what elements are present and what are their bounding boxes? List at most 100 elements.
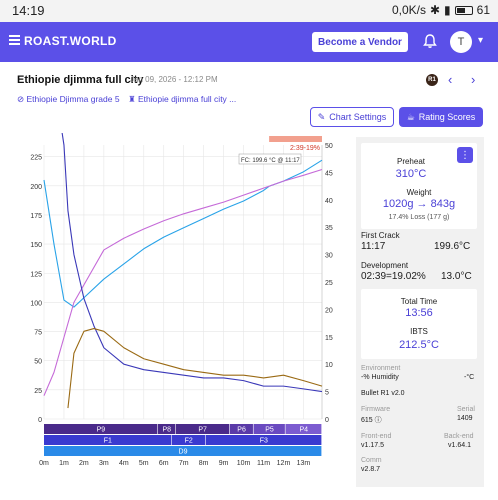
x-tick-label: 8m [199, 460, 209, 467]
y-left-tick-label: 50 [34, 359, 42, 366]
x-tick-label: 9m [219, 460, 229, 467]
roast-title: Ethiopie djimma full city [17, 74, 144, 86]
weight-out: 843g [430, 198, 456, 210]
backend-label: Back-end [444, 433, 474, 440]
phase-bar-segment [44, 435, 172, 445]
phase-bar-label: P4 [299, 427, 308, 434]
profile-link-label: Ethiopie djimma full city ... [138, 94, 237, 104]
weight-loss: 17.4% Loss (177 g) [388, 214, 450, 221]
firmware-number: 615 [361, 417, 373, 424]
x-tick-label: 10m [237, 460, 251, 467]
x-tick-label: 2m [79, 460, 89, 467]
total-time-label: Total Time [400, 297, 438, 306]
comm-label: Comm [361, 457, 382, 464]
y-left-tick-label: 225 [30, 155, 42, 162]
phase-bar-label: P8 [162, 427, 171, 434]
serial-label: Serial [457, 406, 475, 413]
y-left-tick-label: 200 [30, 184, 42, 191]
phase-bar-label: P6 [237, 427, 246, 434]
y-left-tick-label: 125 [30, 271, 42, 278]
total-time-value: 13:56 [405, 307, 433, 319]
preheat-label: Preheat [396, 157, 426, 166]
status-bar: 14:19 0,0K/s ✱ ▮ 61 [0, 0, 498, 22]
bluetooth-icon: ✱ [429, 3, 441, 17]
y-right-tick-label: 30 [325, 253, 333, 260]
phase-bar-segment [253, 424, 285, 434]
y-left-tick-label: 0 [38, 417, 42, 424]
battery-level: 61 [476, 3, 490, 17]
first-crack-temp: 199.6°C [434, 241, 471, 252]
brand-logo[interactable]: ROAST.WORLD [24, 34, 117, 48]
become-vendor-button[interactable]: Become a Vendor [312, 32, 408, 52]
rating-scores-button[interactable]: ☕ Rating Scores [399, 107, 483, 127]
previous-roast-button[interactable]: ‹ [448, 72, 453, 87]
backend-value: v1.64.1 [448, 442, 471, 449]
time-ibts-card: Total Time 13:56 IBTS 212.5°C [361, 289, 477, 359]
y-right-tick-label: 40 [325, 198, 333, 205]
serial-value: 1409 [457, 415, 473, 422]
settings-icon[interactable]: ⋮ [457, 147, 473, 163]
preheat-value: 310°C [395, 168, 427, 180]
phase-bar-label: P9 [97, 427, 106, 434]
phase-bar-segment [44, 424, 158, 434]
y-right-tick-label: 50 [325, 143, 333, 150]
menu-icon[interactable] [9, 35, 20, 45]
chart-settings-label: Chart Settings [329, 112, 387, 122]
development-label: Development [361, 261, 409, 270]
phase-bar-label: F1 [104, 438, 112, 445]
phase-bar-segment [229, 424, 253, 434]
first-crack-time: 11:17 [361, 241, 386, 252]
clock: 14:19 [12, 3, 45, 18]
bean-link[interactable]: ⊘ Ethiopie Djimma grade 5 [17, 94, 120, 105]
roaster-badge: R1 [426, 74, 438, 86]
development-annotation: 2:39-19% [290, 145, 320, 152]
roast-info-panel: ⋮ Preheat 310°C Weight 1020g → 843g 17.4… [356, 137, 484, 487]
first-crack-annotation: FC: 199.6 °C @ 11:17 [241, 158, 300, 164]
bell-icon[interactable] [422, 33, 438, 49]
firmware-value: 615 ⓘ [361, 415, 382, 425]
next-roast-button[interactable]: › [471, 72, 476, 87]
development-rise: 13.0°C [441, 271, 472, 282]
firmware-label: Firmware [361, 406, 391, 413]
x-tick-label: 7m [179, 460, 189, 467]
bean-icon: ⊘ [17, 94, 25, 104]
x-tick-label: 3m [99, 460, 109, 467]
info-icon[interactable]: ⓘ [374, 417, 382, 424]
phase-bar-segment [171, 435, 206, 445]
x-tick-label: 11m [257, 460, 270, 467]
y-right-tick-label: 45 [325, 170, 333, 177]
phase-bar-segment [157, 424, 176, 434]
phase-bar-label: F3 [260, 438, 268, 445]
battery-icon [454, 5, 473, 15]
preheat-weight-card: ⋮ Preheat 310°C Weight 1020g → 843g 17.4… [361, 143, 477, 229]
phase-bar-label: F2 [185, 438, 193, 445]
y-left-tick-label: 75 [34, 330, 42, 337]
y-left-tick-label: 100 [30, 300, 42, 307]
y-left-tick-label: 25 [34, 388, 42, 395]
first-crack-annotation-box [238, 153, 302, 165]
weight-values: 1020g → 843g [361, 198, 477, 210]
chevron-down-icon[interactable]: ▾ [478, 35, 484, 46]
signal-icon: ▮ [444, 3, 451, 17]
phase-bar-label: P7 [198, 427, 207, 434]
series-line-2 [61, 133, 323, 393]
profile-link[interactable]: ♜ Ethiopie djimma full city ... [128, 94, 236, 105]
chart-settings-button[interactable]: ✎ Chart Settings [310, 107, 394, 127]
y-right-tick-label: 10 [325, 362, 333, 369]
frontend-label: Front-end [361, 433, 392, 440]
avatar[interactable]: T [450, 31, 472, 53]
phase-bar-segment [205, 435, 322, 445]
x-tick-label: 5m [139, 460, 149, 467]
y-right-tick-label: 0 [325, 417, 329, 424]
weight-in: 1020g [382, 198, 414, 210]
environment-temp: -°C [464, 374, 475, 381]
series-line-1 [43, 168, 323, 396]
y-right-tick-label: 5 [325, 390, 329, 397]
comm-value: v2.8.7 [361, 466, 381, 473]
y-right-tick-label: 25 [325, 280, 333, 287]
profile-icon: ♜ [128, 94, 136, 104]
roast-chart[interactable]: 0m 1m 2m 3m 4m 5m 6m 7m 8m 9m 10m 11m 12m 13m22520017… [14, 133, 356, 478]
phase-bar-segment [175, 424, 229, 434]
app-header: ROAST.WORLD Become a Vendor T ▾ [0, 22, 498, 62]
first-crack-label: First Crack [361, 231, 400, 240]
